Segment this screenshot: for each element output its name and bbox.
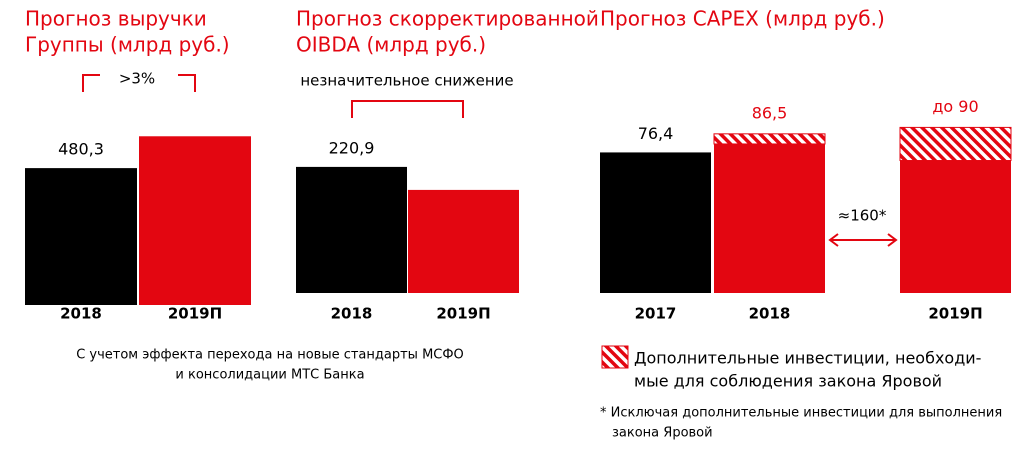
chart-title: Группы (млрд руб.) bbox=[25, 33, 230, 57]
x-tick-label: 2019П bbox=[168, 305, 222, 323]
legend-label: мые для соблюдения закона Яровой bbox=[634, 372, 942, 391]
annotation: >3% bbox=[119, 70, 155, 88]
x-tick-label: 2017 bbox=[635, 305, 677, 323]
chart-title: Прогноз выручки bbox=[25, 7, 207, 31]
bar bbox=[296, 166, 407, 293]
value-label: 76,4 bbox=[638, 124, 674, 143]
bar-segment bbox=[600, 152, 711, 293]
x-tick-label: 2019П bbox=[436, 305, 490, 323]
bar-segment bbox=[714, 143, 825, 293]
total-label: 86,5 bbox=[752, 103, 788, 122]
legend-swatch bbox=[601, 345, 629, 369]
x-tick-label: 2019П bbox=[928, 305, 982, 323]
hatched-segment bbox=[713, 133, 826, 145]
footnote-line: * Исключая дополнительные инвестиции для… bbox=[600, 406, 1002, 421]
legend-label: Дополнительные инвестиции, необходи- bbox=[634, 349, 981, 368]
footnote-line: закона Яровой bbox=[612, 426, 713, 441]
value-label: 480,3 bbox=[58, 140, 104, 159]
chart-title: OIBDA (млрд руб.) bbox=[296, 33, 486, 57]
total-label: до 90 bbox=[932, 97, 978, 116]
annotation: ≈160* bbox=[838, 207, 887, 225]
bracket bbox=[351, 100, 464, 118]
note-line: С учетом эффекта перехода на новые станд… bbox=[76, 348, 464, 363]
bar-segment bbox=[900, 160, 1011, 293]
x-tick-label: 2018 bbox=[60, 305, 102, 323]
hatched-segment bbox=[899, 126, 1012, 162]
chart-title: Прогноз скорректированной bbox=[296, 7, 599, 31]
bar bbox=[139, 136, 251, 305]
annotation: незначительное снижение bbox=[300, 72, 513, 90]
bar bbox=[408, 189, 519, 293]
arrow bbox=[828, 233, 898, 247]
value-label: 220,9 bbox=[329, 138, 375, 157]
bar bbox=[25, 168, 137, 305]
chart-title: Прогноз CAPEX (млрд руб.) bbox=[600, 7, 885, 31]
x-tick-label: 2018 bbox=[749, 305, 791, 323]
x-tick-label: 2018 bbox=[331, 305, 373, 323]
bracket bbox=[82, 74, 196, 92]
note-line: и консолидации МТС Банка bbox=[175, 368, 364, 383]
